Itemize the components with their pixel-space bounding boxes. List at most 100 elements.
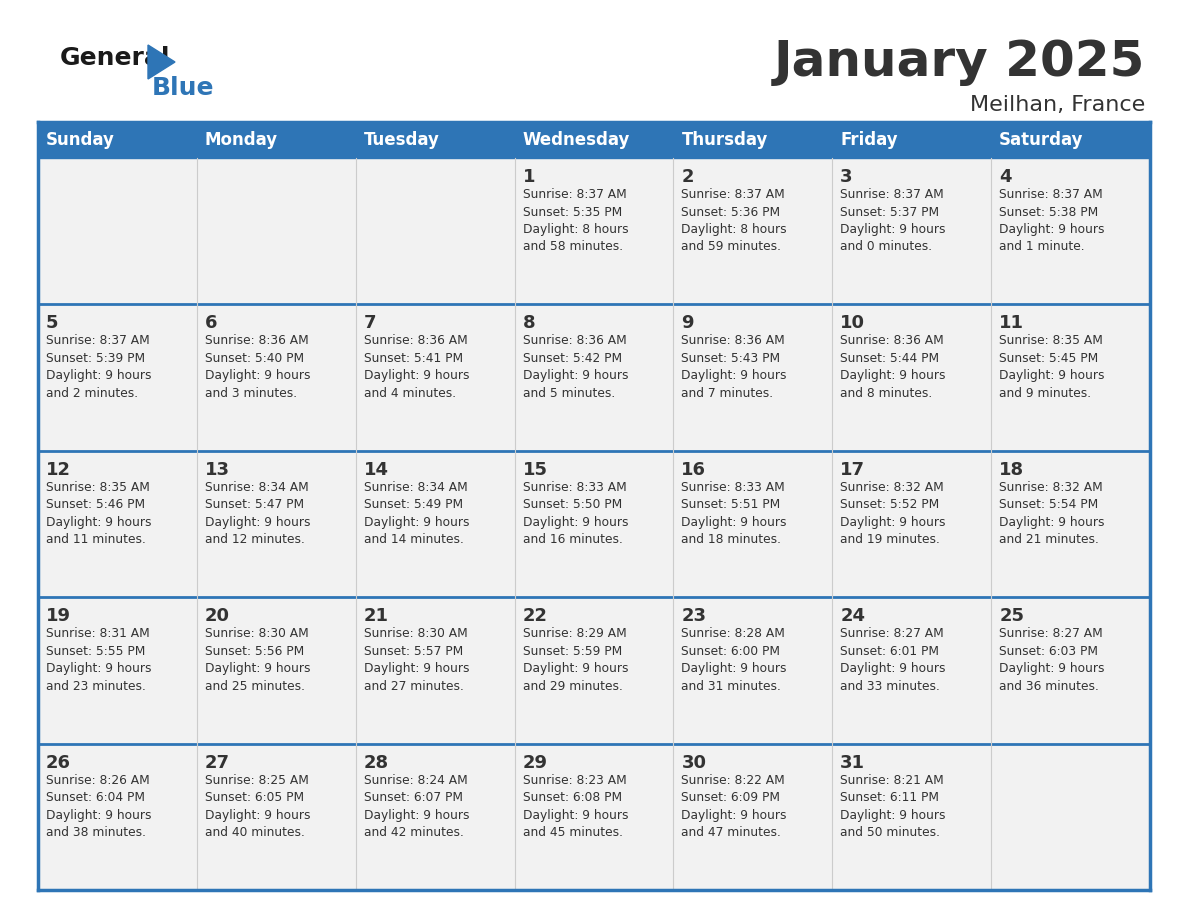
Text: 27: 27 bbox=[204, 754, 229, 772]
Bar bbox=[674, 744, 833, 890]
Bar bbox=[833, 158, 991, 305]
Bar bbox=[991, 598, 1150, 744]
Text: 14: 14 bbox=[364, 461, 388, 479]
Bar bbox=[833, 744, 991, 890]
Text: 16: 16 bbox=[682, 461, 707, 479]
Text: 2: 2 bbox=[682, 168, 694, 186]
Bar bbox=[355, 451, 514, 598]
Text: Sunrise: 8:27 AM
Sunset: 6:03 PM
Daylight: 9 hours
and 36 minutes.: Sunrise: 8:27 AM Sunset: 6:03 PM Dayligh… bbox=[999, 627, 1105, 693]
Text: 29: 29 bbox=[523, 754, 548, 772]
Text: Sunrise: 8:37 AM
Sunset: 5:36 PM
Daylight: 8 hours
and 59 minutes.: Sunrise: 8:37 AM Sunset: 5:36 PM Dayligh… bbox=[682, 188, 788, 253]
Bar bbox=[514, 305, 674, 451]
Text: 12: 12 bbox=[46, 461, 71, 479]
Text: Sunrise: 8:29 AM
Sunset: 5:59 PM
Daylight: 9 hours
and 29 minutes.: Sunrise: 8:29 AM Sunset: 5:59 PM Dayligh… bbox=[523, 627, 628, 693]
Text: 7: 7 bbox=[364, 314, 377, 332]
Text: Sunrise: 8:21 AM
Sunset: 6:11 PM
Daylight: 9 hours
and 50 minutes.: Sunrise: 8:21 AM Sunset: 6:11 PM Dayligh… bbox=[840, 774, 946, 839]
Text: Sunrise: 8:28 AM
Sunset: 6:00 PM
Daylight: 9 hours
and 31 minutes.: Sunrise: 8:28 AM Sunset: 6:00 PM Dayligh… bbox=[682, 627, 786, 693]
Bar bbox=[38, 744, 197, 890]
Bar bbox=[833, 598, 991, 744]
Text: 17: 17 bbox=[840, 461, 865, 479]
Text: 5: 5 bbox=[46, 314, 58, 332]
Text: Sunrise: 8:37 AM
Sunset: 5:39 PM
Daylight: 9 hours
and 2 minutes.: Sunrise: 8:37 AM Sunset: 5:39 PM Dayligh… bbox=[46, 334, 152, 400]
Bar bbox=[674, 305, 833, 451]
Bar bbox=[355, 158, 514, 305]
Text: 22: 22 bbox=[523, 607, 548, 625]
Text: Sunday: Sunday bbox=[46, 131, 115, 149]
Text: Sunrise: 8:37 AM
Sunset: 5:37 PM
Daylight: 9 hours
and 0 minutes.: Sunrise: 8:37 AM Sunset: 5:37 PM Dayligh… bbox=[840, 188, 946, 253]
Text: 15: 15 bbox=[523, 461, 548, 479]
Bar bbox=[674, 158, 833, 305]
Text: 8: 8 bbox=[523, 314, 536, 332]
Text: Blue: Blue bbox=[152, 76, 215, 100]
Text: Tuesday: Tuesday bbox=[364, 131, 440, 149]
Text: Sunrise: 8:33 AM
Sunset: 5:50 PM
Daylight: 9 hours
and 16 minutes.: Sunrise: 8:33 AM Sunset: 5:50 PM Dayligh… bbox=[523, 481, 628, 546]
Text: 3: 3 bbox=[840, 168, 853, 186]
Text: Sunrise: 8:36 AM
Sunset: 5:41 PM
Daylight: 9 hours
and 4 minutes.: Sunrise: 8:36 AM Sunset: 5:41 PM Dayligh… bbox=[364, 334, 469, 400]
Text: Sunrise: 8:22 AM
Sunset: 6:09 PM
Daylight: 9 hours
and 47 minutes.: Sunrise: 8:22 AM Sunset: 6:09 PM Dayligh… bbox=[682, 774, 786, 839]
Bar bbox=[674, 451, 833, 598]
Text: Meilhan, France: Meilhan, France bbox=[969, 95, 1145, 115]
Text: Sunrise: 8:27 AM
Sunset: 6:01 PM
Daylight: 9 hours
and 33 minutes.: Sunrise: 8:27 AM Sunset: 6:01 PM Dayligh… bbox=[840, 627, 946, 693]
Text: 13: 13 bbox=[204, 461, 229, 479]
Text: Saturday: Saturday bbox=[999, 131, 1083, 149]
Text: 26: 26 bbox=[46, 754, 71, 772]
Bar bbox=[38, 598, 197, 744]
Bar bbox=[991, 158, 1150, 305]
Bar bbox=[38, 122, 1150, 158]
Polygon shape bbox=[148, 45, 175, 79]
Text: Sunrise: 8:36 AM
Sunset: 5:42 PM
Daylight: 9 hours
and 5 minutes.: Sunrise: 8:36 AM Sunset: 5:42 PM Dayligh… bbox=[523, 334, 628, 400]
Text: Sunrise: 8:36 AM
Sunset: 5:40 PM
Daylight: 9 hours
and 3 minutes.: Sunrise: 8:36 AM Sunset: 5:40 PM Dayligh… bbox=[204, 334, 310, 400]
Text: 24: 24 bbox=[840, 607, 865, 625]
Bar bbox=[197, 451, 355, 598]
Text: Sunrise: 8:30 AM
Sunset: 5:56 PM
Daylight: 9 hours
and 25 minutes.: Sunrise: 8:30 AM Sunset: 5:56 PM Dayligh… bbox=[204, 627, 310, 693]
Bar bbox=[197, 305, 355, 451]
Text: 10: 10 bbox=[840, 314, 865, 332]
Bar bbox=[197, 158, 355, 305]
Text: 9: 9 bbox=[682, 314, 694, 332]
Text: 30: 30 bbox=[682, 754, 707, 772]
Text: 6: 6 bbox=[204, 314, 217, 332]
Text: Sunrise: 8:33 AM
Sunset: 5:51 PM
Daylight: 9 hours
and 18 minutes.: Sunrise: 8:33 AM Sunset: 5:51 PM Dayligh… bbox=[682, 481, 786, 546]
Text: Sunrise: 8:25 AM
Sunset: 6:05 PM
Daylight: 9 hours
and 40 minutes.: Sunrise: 8:25 AM Sunset: 6:05 PM Dayligh… bbox=[204, 774, 310, 839]
Text: 19: 19 bbox=[46, 607, 71, 625]
Text: Sunrise: 8:35 AM
Sunset: 5:46 PM
Daylight: 9 hours
and 11 minutes.: Sunrise: 8:35 AM Sunset: 5:46 PM Dayligh… bbox=[46, 481, 152, 546]
Bar bbox=[355, 744, 514, 890]
Text: 25: 25 bbox=[999, 607, 1024, 625]
Text: 31: 31 bbox=[840, 754, 865, 772]
Text: Friday: Friday bbox=[840, 131, 898, 149]
Bar bbox=[197, 744, 355, 890]
Text: Sunrise: 8:37 AM
Sunset: 5:38 PM
Daylight: 9 hours
and 1 minute.: Sunrise: 8:37 AM Sunset: 5:38 PM Dayligh… bbox=[999, 188, 1105, 253]
Text: General: General bbox=[61, 46, 171, 70]
Text: Sunrise: 8:34 AM
Sunset: 5:49 PM
Daylight: 9 hours
and 14 minutes.: Sunrise: 8:34 AM Sunset: 5:49 PM Dayligh… bbox=[364, 481, 469, 546]
Text: 23: 23 bbox=[682, 607, 707, 625]
Bar bbox=[674, 598, 833, 744]
Text: 28: 28 bbox=[364, 754, 388, 772]
Text: 4: 4 bbox=[999, 168, 1012, 186]
Bar bbox=[38, 451, 197, 598]
Text: Monday: Monday bbox=[204, 131, 278, 149]
Text: Sunrise: 8:23 AM
Sunset: 6:08 PM
Daylight: 9 hours
and 45 minutes.: Sunrise: 8:23 AM Sunset: 6:08 PM Dayligh… bbox=[523, 774, 628, 839]
Bar bbox=[833, 305, 991, 451]
Bar bbox=[355, 598, 514, 744]
Bar bbox=[514, 451, 674, 598]
Text: Thursday: Thursday bbox=[682, 131, 767, 149]
Bar bbox=[197, 598, 355, 744]
Text: 20: 20 bbox=[204, 607, 229, 625]
Text: Sunrise: 8:37 AM
Sunset: 5:35 PM
Daylight: 8 hours
and 58 minutes.: Sunrise: 8:37 AM Sunset: 5:35 PM Dayligh… bbox=[523, 188, 628, 253]
Text: Sunrise: 8:24 AM
Sunset: 6:07 PM
Daylight: 9 hours
and 42 minutes.: Sunrise: 8:24 AM Sunset: 6:07 PM Dayligh… bbox=[364, 774, 469, 839]
Text: Sunrise: 8:34 AM
Sunset: 5:47 PM
Daylight: 9 hours
and 12 minutes.: Sunrise: 8:34 AM Sunset: 5:47 PM Dayligh… bbox=[204, 481, 310, 546]
Text: 18: 18 bbox=[999, 461, 1024, 479]
Text: 21: 21 bbox=[364, 607, 388, 625]
Text: Sunrise: 8:30 AM
Sunset: 5:57 PM
Daylight: 9 hours
and 27 minutes.: Sunrise: 8:30 AM Sunset: 5:57 PM Dayligh… bbox=[364, 627, 469, 693]
Bar bbox=[355, 305, 514, 451]
Bar bbox=[38, 158, 197, 305]
Text: 11: 11 bbox=[999, 314, 1024, 332]
Bar bbox=[991, 451, 1150, 598]
Text: January 2025: January 2025 bbox=[773, 38, 1145, 86]
Bar bbox=[514, 158, 674, 305]
Text: 1: 1 bbox=[523, 168, 535, 186]
Text: Sunrise: 8:35 AM
Sunset: 5:45 PM
Daylight: 9 hours
and 9 minutes.: Sunrise: 8:35 AM Sunset: 5:45 PM Dayligh… bbox=[999, 334, 1105, 400]
Bar bbox=[833, 451, 991, 598]
Text: Wednesday: Wednesday bbox=[523, 131, 630, 149]
Bar bbox=[991, 305, 1150, 451]
